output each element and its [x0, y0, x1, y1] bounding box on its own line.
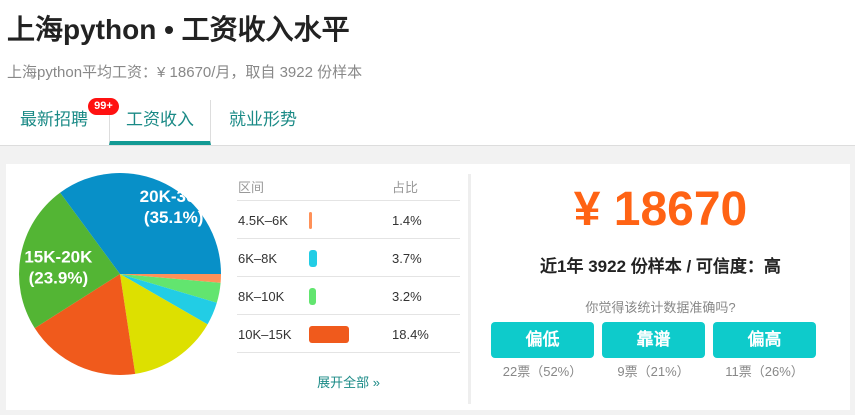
ratio-value: 3.7% — [392, 251, 422, 266]
pie-label: 15K-20K — [24, 247, 93, 266]
pie-slice — [120, 274, 221, 303]
accuracy-question: 你觉得该统计数据准确吗? — [585, 300, 736, 315]
ratio-value: 18.4% — [392, 327, 429, 342]
salary-pie-chart: 15K-20K (23.9%) 20K-30K (35.1%) — [19, 173, 221, 375]
page-subtitle: 上海python平均工资：¥ 18670/月，取自 3922 份样本 — [7, 64, 363, 81]
page-title: 上海python • 工资收入水平 — [7, 14, 350, 45]
count-badge: 99+ — [88, 98, 119, 115]
range-label: 8K–10K — [238, 289, 285, 304]
ratio-bar — [309, 326, 350, 343]
vote-accurate-button[interactable]: 靠谱 — [602, 322, 705, 358]
pie-label: 20K-30K — [140, 187, 209, 206]
range-label: 4.5K–6K — [238, 213, 288, 228]
tab-salary[interactable]: 工资收入 — [109, 100, 211, 145]
ratio-bar — [309, 288, 317, 305]
divider — [468, 174, 471, 404]
col-header-ratio: 占比 — [392, 180, 419, 195]
ratio-value: 3.2% — [392, 289, 422, 304]
tab-label: 工资收入 — [126, 110, 194, 129]
tab-employment[interactable]: 就业形势 — [212, 100, 314, 145]
table-row: 8K–10K 3.2% — [237, 276, 460, 314]
vote-low-count: 22票（52%） — [502, 364, 583, 379]
pie-slice — [120, 274, 221, 283]
range-label: 6K–8K — [238, 251, 278, 266]
average-salary: ¥ 18670 — [573, 183, 748, 236]
table-row: 6K–8K 3.7% — [237, 238, 460, 276]
pie-label: (35.1%) — [144, 208, 204, 227]
col-header-range: 区间 — [238, 180, 265, 195]
sample-info: 近1年 3922 份样本 / 可信度：高 — [540, 257, 781, 276]
tab-latest-jobs[interactable]: 最新招聘 — [0, 100, 108, 145]
table-row: 10K–15K 18.4% — [237, 314, 460, 352]
pie-slice — [60, 173, 221, 274]
ratio-value: 1.4% — [392, 213, 422, 228]
tab-label: 最新招聘 — [20, 110, 88, 129]
range-label: 10K–15K — [238, 327, 292, 342]
pie-slice — [120, 274, 208, 374]
pie-label: (23.9%) — [29, 268, 89, 287]
ratio-bar — [309, 250, 318, 267]
expand-all-link[interactable]: 展开全部 » — [237, 352, 460, 392]
pie-slice — [34, 274, 136, 375]
vote-accurate-count: 9票（21%） — [617, 364, 690, 379]
vote-high-count: 11票（26%） — [725, 364, 804, 379]
table-row: 4.5K–6K 1.4% — [237, 200, 460, 238]
pie-slice — [120, 274, 217, 325]
vote-low-button[interactable]: 偏低 — [491, 322, 594, 358]
tab-label: 就业形势 — [229, 110, 297, 129]
pie-slice — [19, 192, 120, 329]
vote-high-button[interactable]: 偏高 — [713, 322, 816, 358]
ratio-bar — [309, 212, 313, 229]
